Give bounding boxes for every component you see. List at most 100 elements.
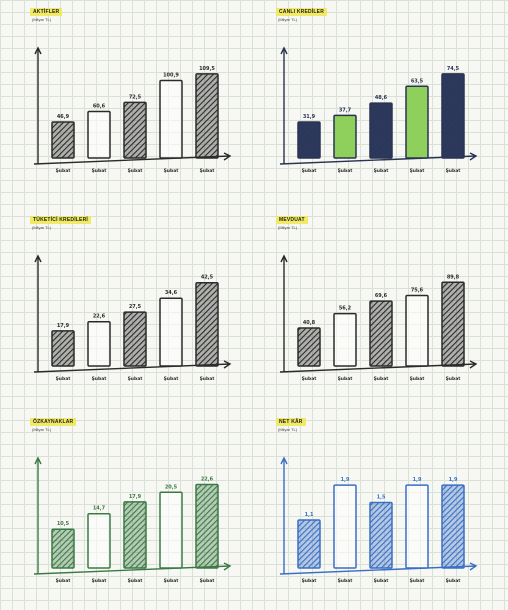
- chart-panel-mevduat: MEVDUAT (Milyar TL) 40,8 Şubat 56,2 Şubat 69…: [276, 216, 508, 406]
- bar-0: [297, 519, 321, 569]
- x-tick-label-2: Şubat: [128, 168, 144, 174]
- x-tick-label-0: Şubat: [56, 168, 72, 174]
- bar-3: [405, 85, 429, 159]
- x-axis-arrow: [469, 360, 478, 369]
- bar-chart-canli-krediler: 31,9 Şubat 37,7 Şubat 48,6 Şubat 63,5 Şubat 74,5…: [279, 46, 478, 174]
- bar-0-hatch: [298, 121, 320, 158]
- bar-2: [369, 501, 393, 569]
- x-tick-label-1: Şubat: [92, 578, 108, 584]
- x-tick-label-1: Şubat: [92, 168, 108, 174]
- x-tick-label-2: Şubat: [374, 376, 390, 382]
- bar-0: [297, 327, 321, 367]
- chart-unit: (Milyar TL): [278, 17, 298, 22]
- x-tick-label-1: Şubat: [338, 376, 354, 382]
- data-label-3: 75,6: [411, 288, 424, 294]
- bar-1: [333, 312, 357, 367]
- chart-panel-net-kar: NET KÂR (Milyar TL) 1,1 Şubat 1,9 Şubat 1,5 Ş…: [276, 418, 508, 608]
- chart-title: NET KÂR: [276, 418, 306, 426]
- x-tick-label-4: Şubat: [200, 168, 216, 174]
- data-label-4: 42,5: [201, 275, 214, 281]
- bar-chart-net-kar: 1,1 Şubat 1,9 Şubat 1,5 Şubat 1,9 Şubat 1,9 Şubat: [279, 456, 478, 584]
- x-tick-label-0: Şubat: [56, 376, 72, 382]
- x-tick-label-2: Şubat: [374, 168, 390, 174]
- data-label-3: 34,6: [165, 290, 178, 296]
- data-label-0: 31,9: [303, 114, 316, 120]
- data-label-3: 1,9: [413, 477, 422, 483]
- y-axis-arrow: [280, 456, 288, 465]
- x-tick-label-2: Şubat: [128, 578, 144, 584]
- chart-title: AKTİFLER: [30, 8, 63, 16]
- bar-4: [441, 281, 465, 367]
- y-axis-arrow: [280, 46, 288, 55]
- data-label-1: 56,2: [339, 306, 352, 312]
- x-axis-arrow: [469, 152, 478, 161]
- x-tick-label-1: Şubat: [92, 376, 108, 382]
- x-tick-label-0: Şubat: [302, 168, 318, 174]
- x-tick-label-2: Şubat: [128, 376, 144, 382]
- chart-panel-tuketici-kredileri: TÜKETİCİ KREDİLERİ (Milyar TL) 17,9 Şubat…: [30, 216, 270, 406]
- chart-unit: (Milyar TL): [278, 427, 298, 432]
- bar-2: [123, 101, 147, 159]
- x-tick-label-3: Şubat: [410, 578, 426, 584]
- x-tick-label-4: Şubat: [446, 376, 462, 382]
- data-label-0: 46,9: [57, 114, 70, 120]
- chart-panel-aktifler: AKTİFLER (Milyar TL) 46,9 Şubat 60,6 Şubat 7…: [30, 8, 270, 198]
- x-tick-label-4: Şubat: [200, 578, 216, 584]
- data-label-4: 109,5: [199, 66, 215, 72]
- bar-0: [51, 528, 75, 569]
- bar-chart-ozkaynaklar: 10,5 Şubat 14,7 Şubat 17,9 Şubat 20,5 Şubat 22,6…: [33, 456, 232, 584]
- data-label-4: 89,8: [447, 274, 460, 280]
- x-tick-label-4: Şubat: [446, 168, 462, 174]
- data-label-1: 37,7: [339, 107, 352, 113]
- x-tick-label-0: Şubat: [302, 578, 318, 584]
- bar-3: [159, 491, 183, 569]
- bar-3: [405, 484, 429, 569]
- bar-4-hatch: [442, 73, 464, 158]
- bar-3: [405, 294, 429, 367]
- bar-0: [51, 121, 75, 159]
- bar-4: [195, 73, 219, 159]
- data-label-0: 1,1: [305, 512, 314, 518]
- x-axis-arrow: [223, 562, 232, 571]
- y-axis-arrow: [34, 254, 42, 263]
- bar-chart-tuketici-kredileri: 17,9 Şubat 22,6 Şubat 27,5 Şubat 34,6 Şubat 42,5…: [33, 254, 232, 382]
- x-axis-arrow: [223, 152, 232, 161]
- bar-2: [123, 501, 147, 569]
- x-tick-label-0: Şubat: [56, 578, 72, 584]
- data-label-1: 22,6: [93, 314, 106, 320]
- bar-2: [123, 311, 147, 367]
- x-tick-label-1: Şubat: [338, 168, 354, 174]
- chart-title: ÖZKAYNAKLAR: [30, 418, 77, 426]
- x-tick-label-1: Şubat: [338, 578, 354, 584]
- bar-1: [87, 320, 111, 367]
- data-label-1: 14,7: [93, 506, 106, 512]
- chart-title: TÜKETİCİ KREDİLERİ: [30, 216, 91, 224]
- bar-4: [195, 281, 219, 367]
- chart-unit: (Milyar TL): [278, 225, 298, 230]
- bar-chart-aktifler: 46,9 Şubat 60,6 Şubat 72,5 Şubat 100,9 Şubat 109…: [33, 46, 232, 174]
- chart-panel-ozkaynaklar: ÖZKAYNAKLAR (Milyar TL) 10,5 Şubat 14,7 Şub…: [30, 418, 270, 608]
- x-tick-label-4: Şubat: [446, 578, 462, 584]
- chart-unit: (Milyar TL): [32, 17, 52, 22]
- data-label-4: 74,5: [447, 66, 460, 72]
- data-label-0: 10,5: [57, 521, 70, 527]
- data-label-3: 20,5: [165, 484, 178, 490]
- bar-4: [441, 484, 465, 569]
- data-label-1: 1,9: [341, 477, 350, 483]
- data-label-2: 1,5: [377, 495, 386, 501]
- data-label-2: 69,6: [375, 293, 388, 299]
- bar-0: [51, 330, 75, 367]
- data-label-0: 40,8: [303, 320, 316, 326]
- data-label-4: 22,6: [201, 477, 214, 483]
- bar-2: [369, 300, 393, 367]
- x-axis-arrow: [469, 562, 478, 571]
- bar-1: [333, 114, 357, 159]
- x-tick-label-3: Şubat: [164, 578, 180, 584]
- x-tick-label-0: Şubat: [302, 376, 318, 382]
- x-tick-label-3: Şubat: [410, 376, 426, 382]
- y-axis-arrow: [34, 456, 42, 465]
- y-axis-arrow: [34, 46, 42, 55]
- chart-unit: (Milyar TL): [32, 225, 52, 230]
- bar-4: [195, 483, 219, 569]
- chart-panel-canli-krediler: CANLI KREDİLER (Milyar TL) 31,9 Şubat 37,7…: [276, 8, 508, 198]
